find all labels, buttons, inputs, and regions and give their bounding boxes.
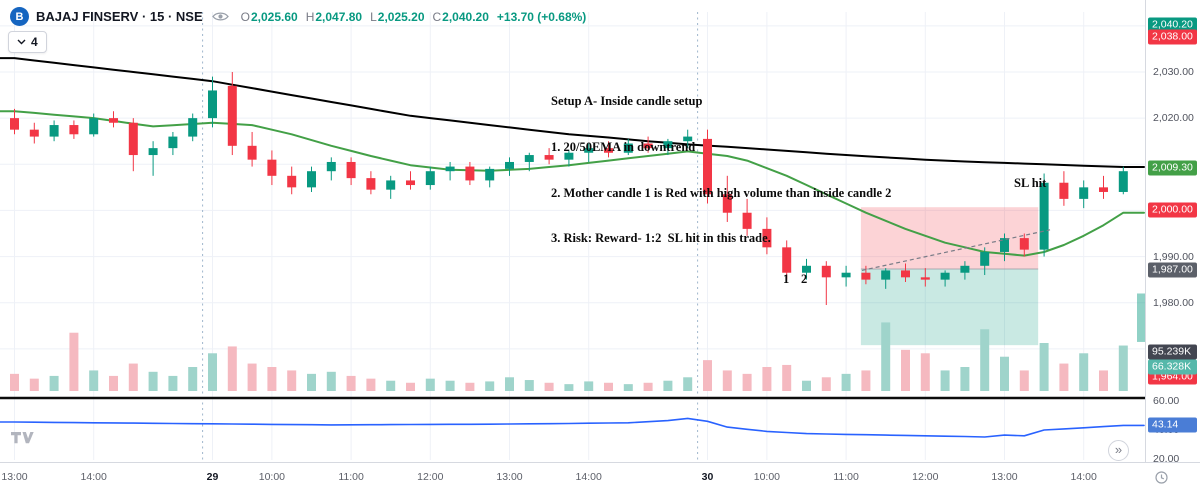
mother-candle-label[interactable]: 1 [783, 272, 790, 286]
time-axis-tick: 12:00 [912, 471, 939, 483]
visibility-eye-icon[interactable] [211, 11, 229, 22]
close-label: C [432, 9, 442, 24]
low-label: L [370, 9, 377, 24]
scroll-to-right-button[interactable]: » [1108, 440, 1129, 461]
sl-hit-label[interactable]: SL hit [1014, 176, 1047, 190]
symbol-title[interactable]: BAJAJ FINSERV · 15 · NSE [36, 9, 203, 24]
time-axis-tick: 12:00 [417, 471, 444, 483]
axis-divider [0, 462, 1200, 463]
change-value: +13.70 (+0.68%) [496, 9, 587, 24]
time-axis-tick: 10:00 [753, 471, 781, 483]
setup-note-text[interactable]: Setup A- Inside candle setup 1. 20/50EMA… [551, 64, 891, 277]
note-line: 2. Mother candle 1 is Red with high volu… [551, 185, 892, 200]
time-axis-tick: 13:00 [991, 471, 1018, 483]
price-axis-badge: 2,000.00 [1148, 202, 1197, 218]
lower-indicator-line [0, 417, 1145, 438]
symbol-logo-icon: B [10, 7, 29, 26]
price-axis-badge: 43.14 [1148, 417, 1197, 433]
price-axis-badge: 2,040.20 [1148, 17, 1197, 33]
legend-bar: B BAJAJ FINSERV · 15 · NSE O 2,025.60 H 2,… [10, 7, 586, 26]
position-target-zone[interactable] [860, 269, 1039, 346]
time-axis-tick: 10:00 [258, 471, 286, 483]
high-label: H [305, 9, 315, 24]
note-line: 3. Risk: Reward- 1:2 SL hit in this trad… [551, 231, 771, 246]
price-axis-tick: 2,030.00 [1153, 65, 1194, 78]
price-axis[interactable]: 2,030.002,020.001,990.001,980.001,970.00… [1145, 0, 1200, 492]
note-line: Setup A- Inside candle setup [551, 94, 703, 109]
time-axis-tick: 14:00 [80, 471, 107, 483]
price-axis-badge: 1,987.00 [1148, 262, 1197, 278]
inside-candle-label[interactable]: 2 [801, 272, 808, 286]
low-value: 2,025.20 [377, 9, 425, 24]
clock-icon[interactable] [1155, 471, 1168, 489]
price-axis-tick: 1,990.00 [1153, 250, 1194, 263]
close-value: 2,040.20 [442, 9, 489, 24]
price-axis-badge: 2,009.30 [1148, 160, 1197, 175]
ohlc-values: O 2,025.60 H 2,047.80 L 2,025.20 C 2,040.20 … [233, 10, 587, 24]
price-axis-badge: 95.239K [1148, 344, 1197, 360]
time-axis-tick: 13:00 [496, 471, 523, 483]
time-axis-tick: 11:00 [338, 471, 364, 483]
chart-canvas[interactable] [0, 0, 1146, 462]
volume-bars [10, 322, 1128, 391]
open-value: 2,025.60 [250, 9, 298, 24]
open-label: O [240, 9, 250, 24]
chevron-down-icon [17, 39, 26, 45]
time-axis-tick: 14:00 [575, 471, 602, 483]
price-axis-tick: 60.00 [1153, 395, 1180, 407]
time-axis-tick: 11:00 [833, 471, 859, 483]
high-value: 2,047.80 [315, 9, 363, 24]
time-axis-tick: 14:00 [1070, 471, 1097, 483]
price-axis-badge: 2,038.00 [1148, 29, 1197, 45]
price-axis-badge: 66.328K [1148, 359, 1197, 375]
price-axis-tick: 1,980.00 [1153, 296, 1194, 309]
note-line: 1. 20/50EMA in downtrend [551, 140, 696, 155]
time-axis[interactable]: 13:00 14:00 29 10:00 11:00 12:00 13:00 14:00 30 1… [0, 463, 1146, 492]
price-axis-tick: 2,020.00 [1153, 112, 1194, 125]
candles [10, 71, 1128, 306]
object-tree-collapse-button[interactable]: 4 [8, 31, 47, 53]
ema-50-line [0, 57, 1145, 168]
price-axis-tick: 20.00 [1153, 453, 1180, 465]
time-axis-day-tick: 30 [701, 471, 714, 483]
time-axis-tick: 13:00 [1, 471, 28, 483]
objects-count: 4 [31, 35, 38, 49]
tradingview-logo[interactable] [10, 430, 36, 450]
right-edge-highlight [1137, 293, 1146, 342]
time-axis-day-tick: 29 [206, 471, 219, 483]
